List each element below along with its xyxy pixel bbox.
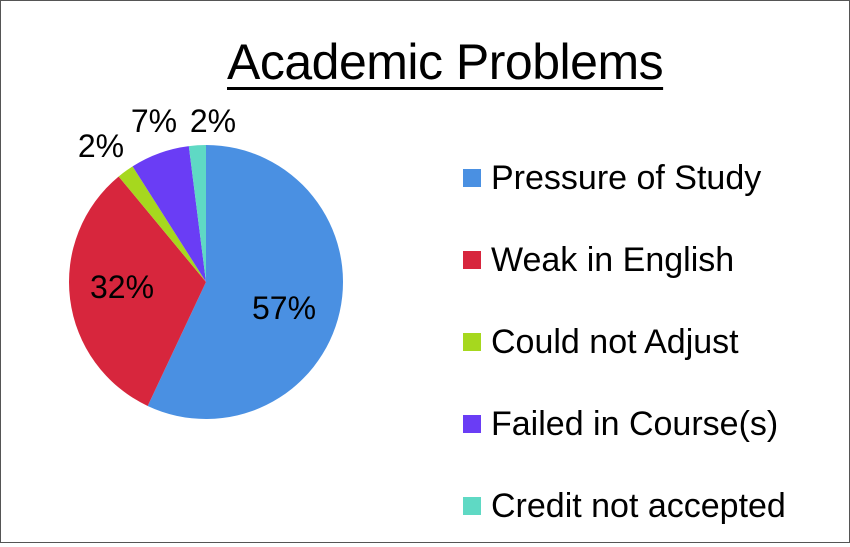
legend-label: Weak in English xyxy=(491,240,735,279)
legend-swatch xyxy=(463,169,481,187)
data-label-could-not-adjust: 2% xyxy=(78,128,124,164)
legend-item-failed-in-course-s: Failed in Course(s) xyxy=(463,383,786,465)
data-label-weak-in-english: 32% xyxy=(90,269,154,305)
pie-slice-could-not-adjust xyxy=(118,166,206,282)
legend-label: Could not Adjust xyxy=(491,322,739,361)
legend-swatch xyxy=(463,415,481,433)
chart-legend: Pressure of Study Weak in English Could no… xyxy=(463,137,786,547)
data-label-failed-in-course-s: 7% xyxy=(131,103,177,139)
legend-item-pressure-of-study: Pressure of Study xyxy=(463,137,786,219)
legend-label: Pressure of Study xyxy=(491,158,762,197)
data-label-credit-not-accepted: 2% xyxy=(190,103,236,139)
data-label-pressure-of-study: 57% xyxy=(252,290,316,326)
legend-item-weak-in-english: Weak in English xyxy=(463,219,786,301)
pie-slice-pressure-of-study xyxy=(147,145,344,419)
legend-item-credit-not-accepted: Credit not accepted xyxy=(463,465,786,547)
legend-swatch xyxy=(463,251,481,269)
pie-slice-failed-in-course-s xyxy=(132,146,206,282)
chart-title: Academic Problems xyxy=(227,34,664,90)
pie-slice-weak-in-english xyxy=(69,176,206,406)
legend-label: Credit not accepted xyxy=(491,486,786,525)
legend-label: Failed in Course(s) xyxy=(491,404,779,443)
pie-slice-credit-not-accepted xyxy=(188,145,206,282)
legend-swatch xyxy=(463,497,481,515)
legend-swatch xyxy=(463,333,481,351)
legend-item-could-not-adjust: Could not Adjust xyxy=(463,301,786,383)
